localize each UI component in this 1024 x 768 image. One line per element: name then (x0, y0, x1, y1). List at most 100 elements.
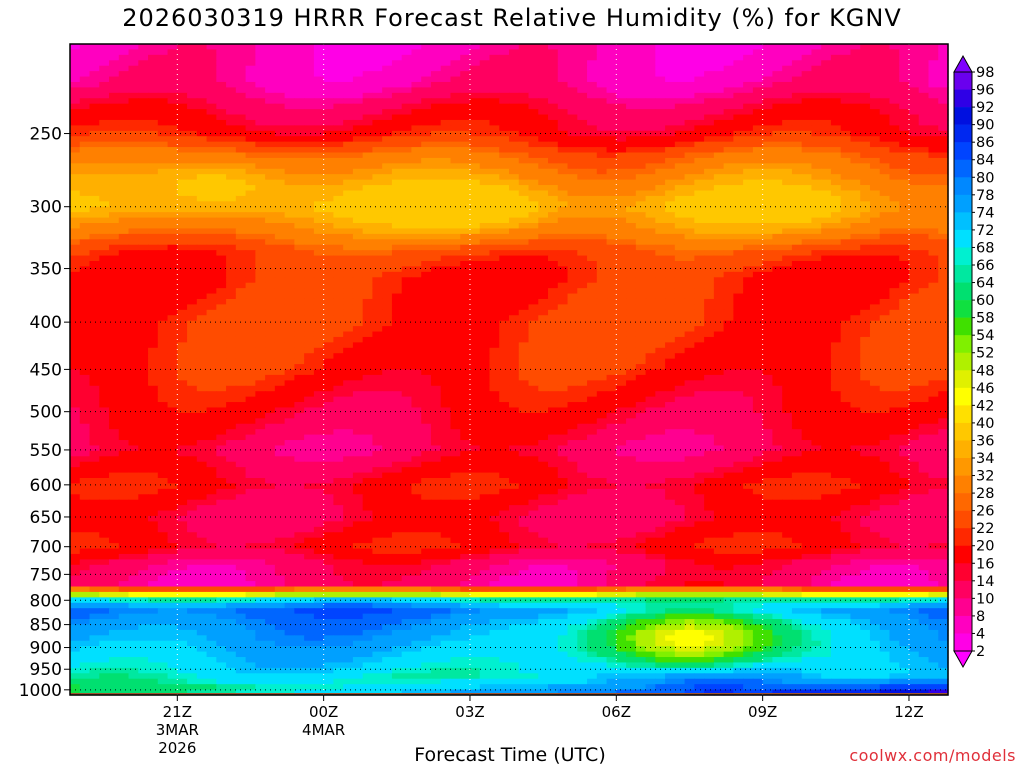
heatmap-cell (889, 271, 900, 278)
heatmap-cell (235, 98, 247, 105)
heatmap-cell (567, 277, 578, 284)
heatmap-cell (265, 179, 276, 186)
heatmap-cell (918, 239, 930, 246)
heatmap-cell (391, 217, 403, 224)
heatmap-cell (889, 141, 900, 148)
heatmap-cell (352, 304, 364, 311)
heatmap-cell (596, 81, 608, 88)
heatmap-cell (899, 293, 910, 300)
heatmap-cell (606, 239, 617, 246)
heatmap-cell (801, 190, 813, 197)
heatmap-cell (343, 71, 354, 78)
heatmap-cell (333, 136, 344, 143)
heatmap-cell (596, 315, 608, 322)
heatmap-cell (157, 65, 169, 72)
heatmap-cell (938, 223, 949, 230)
heatmap-cell (538, 206, 549, 213)
heatmap-cell (908, 92, 920, 99)
heatmap-cell (99, 44, 110, 51)
heatmap-cell (801, 71, 813, 78)
heatmap-cell (109, 44, 120, 51)
heatmap-cell (899, 206, 910, 213)
heatmap-cell (450, 201, 461, 208)
heatmap-cell (704, 44, 715, 51)
heatmap-cell (704, 277, 715, 284)
heatmap-cell (382, 141, 393, 148)
heatmap-cell (460, 206, 471, 213)
heatmap-cell (284, 244, 295, 251)
heatmap-cell (118, 65, 130, 72)
heatmap-cell (411, 152, 422, 159)
heatmap-cell (235, 168, 247, 175)
heatmap-cell (499, 109, 510, 116)
heatmap-cell (70, 266, 81, 273)
heatmap-cell (79, 201, 91, 208)
heatmap-cell (206, 282, 217, 289)
heatmap-cell (548, 277, 559, 284)
heatmap-cell (879, 119, 891, 126)
heatmap-cell (284, 293, 295, 300)
heatmap-cell (440, 336, 452, 343)
heatmap-cell (430, 119, 442, 126)
heatmap-cell (343, 109, 354, 116)
heatmap-cell (187, 298, 198, 305)
heatmap-cell (89, 250, 100, 257)
heatmap-cell (430, 342, 442, 349)
heatmap-cell (743, 87, 754, 94)
heatmap-cell (401, 109, 413, 116)
heatmap-cell (479, 244, 491, 251)
heatmap-cell (79, 195, 91, 202)
heatmap-cell (167, 212, 178, 219)
heatmap-cell (548, 239, 559, 246)
heatmap-cell (216, 76, 227, 83)
heatmap-cell (284, 261, 295, 268)
heatmap-cell (889, 152, 900, 159)
heatmap-cell (557, 44, 569, 51)
heatmap-cell (245, 98, 256, 105)
heatmap-cell (460, 125, 471, 132)
heatmap-cell (577, 315, 588, 322)
heatmap-cell (157, 81, 169, 88)
heatmap-cell (908, 119, 920, 126)
heatmap-cell (313, 250, 325, 257)
heatmap-cell (752, 336, 764, 343)
heatmap-cell (333, 223, 344, 230)
heatmap-cell (216, 309, 227, 316)
heatmap-cell (548, 190, 559, 197)
heatmap-cell (284, 109, 295, 116)
heatmap-cell (587, 49, 598, 56)
heatmap-cell (148, 261, 159, 268)
heatmap-cell (391, 60, 403, 67)
heatmap-cell (840, 271, 852, 278)
heatmap-cell (879, 174, 891, 181)
heatmap-cell (226, 298, 237, 305)
heatmap-cell (918, 315, 930, 322)
heatmap-cell (743, 185, 754, 192)
heatmap-cell (411, 326, 422, 333)
heatmap-cell (460, 71, 471, 78)
heatmap-cell (577, 309, 588, 316)
heatmap-cell (372, 261, 383, 268)
heatmap-cell (284, 195, 295, 202)
heatmap-cell (694, 87, 705, 94)
heatmap-cell (772, 212, 783, 219)
heatmap-cell (148, 217, 159, 224)
heatmap-cell (655, 309, 666, 316)
heatmap-cell (645, 147, 656, 154)
heatmap-cell (479, 223, 491, 230)
heatmap-cell (430, 81, 442, 88)
heatmap-cell (830, 109, 842, 116)
heatmap-cell (343, 179, 354, 186)
heatmap-cell (421, 195, 432, 202)
heatmap-cell (518, 239, 530, 246)
heatmap-cell (294, 168, 305, 175)
heatmap-cell (430, 309, 442, 316)
heatmap-cell (587, 76, 598, 83)
heatmap-cell (509, 185, 520, 192)
heatmap-cell (821, 92, 832, 99)
heatmap-cell (313, 179, 325, 186)
heatmap-cell (616, 185, 627, 192)
heatmap-cell (548, 309, 559, 316)
heatmap-cell (401, 261, 413, 268)
heatmap-cell (665, 76, 676, 83)
